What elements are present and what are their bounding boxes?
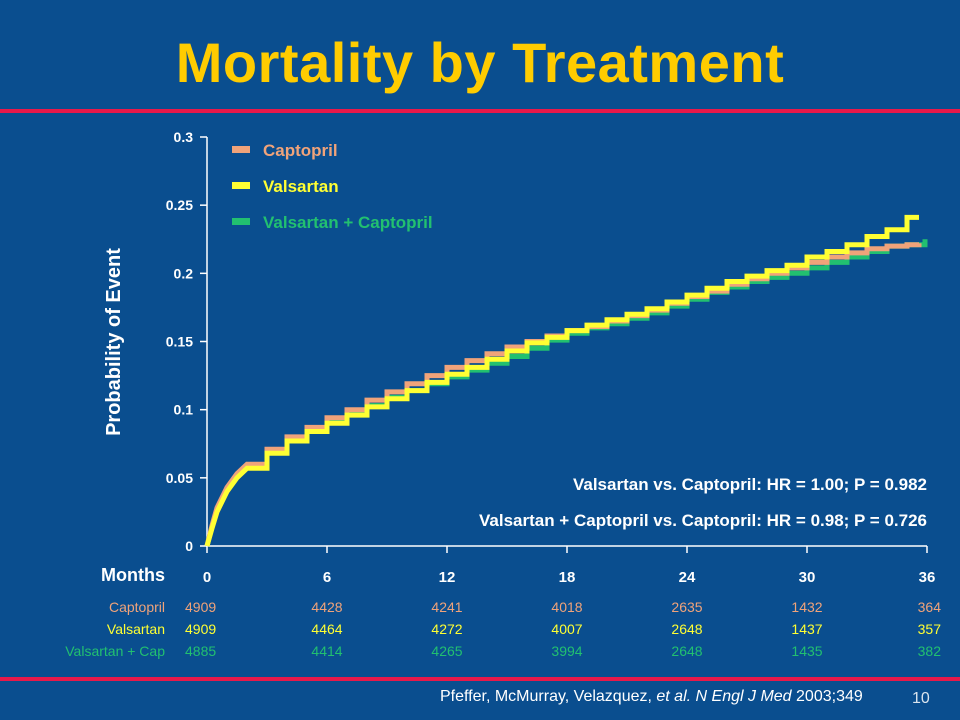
y-axis-label: Probability of Event: [103, 248, 125, 436]
x-tick-label: 36: [919, 569, 936, 586]
x-tick-label: 18: [559, 569, 576, 586]
at-risk-value: 2648: [671, 621, 702, 637]
series-line-captopril: [204, 242, 922, 547]
top-divider: [0, 109, 960, 113]
citation-year: 2003;349: [796, 688, 863, 705]
legend-swatch-captopril: [232, 146, 250, 153]
at-risk-value: 4265: [431, 643, 462, 659]
legend-label-captopril: Captopril: [263, 141, 338, 160]
x-tick-label: 30: [799, 569, 816, 586]
at-risk-value: 4241: [431, 599, 462, 615]
hr-annotation: Valsartan + Captopril vs. Captopril: HR …: [479, 511, 927, 530]
at-risk-value: 2648: [671, 643, 702, 659]
x-tick-label: 0: [203, 569, 211, 586]
km-chart: 0 0.05 0.1 0.15 0.2 0.25 0.3 0 6 12 18 24 30 36 Probab…: [65, 129, 942, 659]
citation-etal: et al.: [656, 688, 692, 705]
at-risk-value: 364: [918, 599, 942, 615]
y-tick-label: 0.3: [174, 129, 194, 145]
y-tick-label: 0.05: [166, 470, 193, 486]
at-risk-value: 382: [918, 643, 942, 659]
at-risk-value: 357: [918, 621, 942, 637]
series-line-valsartan-captopril: [204, 239, 928, 547]
at-risk-row-label: Valsartan + Cap: [65, 643, 165, 659]
y-tick-label: 0.1: [174, 402, 194, 418]
slide-title: Mortality by Treatment: [175, 31, 785, 94]
y-tick-label: 0.2: [174, 265, 194, 281]
at-risk-value: 4909: [185, 599, 216, 615]
at-risk-value: 1435: [791, 643, 822, 659]
at-risk-value: 4909: [185, 621, 216, 637]
at-risk-value: 4272: [431, 621, 462, 637]
at-risk-value: 3994: [551, 643, 582, 659]
citation-journal: N Engl J Med: [695, 688, 792, 705]
bottom-divider: [0, 677, 960, 681]
hr-annotation: Valsartan vs. Captopril: HR = 1.00; P = …: [573, 475, 927, 494]
x-axis-label: Months: [101, 565, 165, 585]
y-tick-label: 0.15: [166, 334, 193, 350]
page-number: 10: [912, 690, 930, 707]
at-risk-row-label: Valsartan: [107, 621, 165, 637]
at-risk-row-label: Captopril: [109, 599, 165, 615]
legend-swatch-valsartan-captopril: [232, 218, 250, 225]
series-line-valsartan: [204, 214, 919, 547]
legend-label-valsartan: Valsartan: [263, 177, 339, 196]
at-risk-value: 2635: [671, 599, 702, 615]
at-risk-value: 1432: [791, 599, 822, 615]
x-tick-label: 6: [323, 569, 331, 586]
citation-authors: Pfeffer, McMurray, Velazquez,: [440, 688, 657, 705]
at-risk-value: 4428: [311, 599, 342, 615]
y-tick-label: 0.25: [166, 197, 193, 213]
x-tick-label: 24: [679, 569, 696, 586]
at-risk-value: 1437: [791, 621, 822, 637]
y-tick-label: 0: [185, 538, 193, 554]
legend-label-valsartan-captopril: Valsartan + Captopril: [263, 213, 433, 232]
legend-swatch-valsartan: [232, 182, 250, 189]
at-risk-value: 4885: [185, 643, 216, 659]
citation: Pfeffer, McMurray, Velazquez, et al. N E…: [440, 688, 863, 706]
x-tick-label: 12: [439, 569, 456, 586]
at-risk-value: 4018: [551, 599, 582, 615]
at-risk-value: 4007: [551, 621, 582, 637]
at-risk-value: 4414: [311, 643, 342, 659]
at-risk-value: 4464: [311, 621, 342, 637]
